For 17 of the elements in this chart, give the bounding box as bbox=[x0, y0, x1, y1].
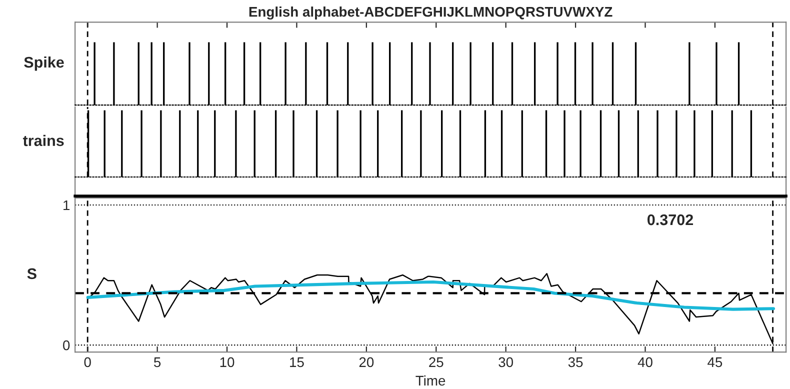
x-tick-label: 15 bbox=[290, 357, 304, 368]
chart-title: English alphabet-ABCDEFGHIJKLMNOPQRSTUVWXYZ bbox=[249, 6, 612, 20]
x-tick-label: 10 bbox=[220, 357, 234, 368]
y-axis-title: S bbox=[27, 268, 36, 280]
x-tick-label: 25 bbox=[429, 357, 444, 368]
y-axis-title: Spike bbox=[24, 56, 64, 71]
y-axis-title: trains bbox=[22, 134, 64, 146]
x-tick-label: 40 bbox=[638, 357, 652, 368]
x-tick-label: 5 bbox=[154, 357, 161, 368]
ref-line-label: 0.3702 bbox=[648, 214, 694, 226]
x-axis-title: Time bbox=[416, 375, 446, 386]
x-tick-label: 20 bbox=[359, 357, 374, 368]
y-tick-label: 1 bbox=[64, 200, 70, 210]
x-tick-label: 30 bbox=[498, 357, 514, 368]
x-tick-label: 35 bbox=[568, 357, 583, 368]
x-tick-label: 45 bbox=[708, 357, 722, 368]
x-tick-label: 0 bbox=[84, 357, 91, 368]
